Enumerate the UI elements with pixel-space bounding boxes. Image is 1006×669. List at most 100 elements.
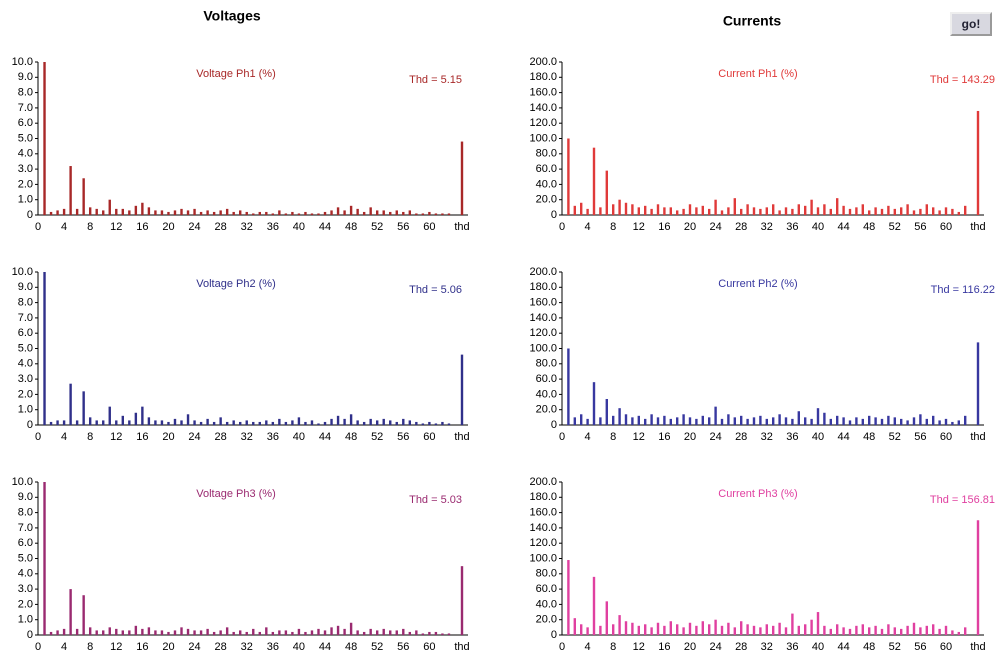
bar bbox=[75, 208, 79, 215]
bar bbox=[441, 213, 444, 215]
x-tick-label: 4 bbox=[585, 641, 591, 653]
bar bbox=[376, 420, 379, 425]
bar bbox=[644, 624, 647, 635]
x-tick-label: thd bbox=[454, 641, 469, 653]
bar bbox=[102, 420, 105, 425]
y-tick-label: 1.0 bbox=[18, 614, 33, 626]
bar bbox=[62, 208, 66, 215]
bar bbox=[887, 205, 890, 215]
bar bbox=[304, 211, 307, 215]
bar bbox=[369, 628, 372, 635]
bar bbox=[193, 208, 196, 215]
bar bbox=[957, 211, 960, 215]
bar bbox=[134, 625, 138, 635]
y-tick-label: 160.0 bbox=[529, 87, 557, 99]
bar bbox=[778, 414, 781, 425]
y-tick-label: 6.0 bbox=[18, 117, 33, 129]
y-tick-label: 7.0 bbox=[18, 102, 33, 114]
bar bbox=[349, 205, 353, 215]
bar bbox=[323, 211, 327, 215]
x-tick-label: 52 bbox=[371, 221, 383, 233]
bar bbox=[893, 627, 896, 635]
bar bbox=[912, 417, 916, 425]
x-tick-label: 44 bbox=[319, 431, 331, 443]
y-tick-label: 5.0 bbox=[18, 342, 33, 354]
y-tick-label: 20.0 bbox=[536, 194, 557, 206]
bar bbox=[271, 631, 275, 635]
bar bbox=[180, 208, 183, 215]
bar bbox=[252, 213, 255, 215]
bar bbox=[310, 630, 314, 635]
x-tick-label: 20 bbox=[162, 641, 174, 653]
bar bbox=[573, 205, 576, 215]
bar bbox=[810, 199, 813, 215]
bar bbox=[271, 213, 275, 215]
bar bbox=[727, 207, 730, 215]
bar bbox=[382, 210, 385, 215]
bar bbox=[637, 625, 640, 635]
bar bbox=[121, 415, 124, 425]
bar bbox=[746, 204, 749, 215]
y-tick-label: 1.0 bbox=[18, 404, 33, 416]
bar bbox=[284, 421, 288, 425]
bar bbox=[676, 417, 679, 425]
bar bbox=[330, 210, 333, 215]
x-tick-label: 48 bbox=[345, 431, 357, 443]
y-tick-label: 7.0 bbox=[18, 312, 33, 324]
bar bbox=[599, 417, 602, 425]
bar bbox=[906, 625, 909, 635]
bar bbox=[842, 205, 845, 215]
bar bbox=[855, 625, 858, 635]
bar bbox=[938, 420, 941, 425]
thd-annotation: Thd = 156.81 bbox=[930, 494, 995, 506]
bar bbox=[441, 633, 444, 635]
bar bbox=[82, 178, 85, 215]
bar bbox=[829, 628, 832, 635]
bar bbox=[343, 210, 346, 215]
x-tick-label: thd bbox=[970, 641, 985, 653]
x-tick-label: 4 bbox=[61, 641, 67, 653]
bar bbox=[128, 630, 131, 635]
bar bbox=[861, 204, 864, 215]
y-tick-label: 10.0 bbox=[12, 266, 33, 278]
bar bbox=[669, 418, 672, 425]
x-tick-label: 28 bbox=[215, 221, 227, 233]
bar bbox=[874, 625, 877, 635]
bar bbox=[428, 211, 431, 215]
bar bbox=[772, 204, 775, 215]
bar bbox=[297, 417, 301, 425]
y-tick-label: 6.0 bbox=[18, 537, 33, 549]
bar bbox=[778, 622, 781, 635]
y-tick-label: 0 bbox=[27, 629, 33, 641]
bar bbox=[232, 211, 235, 215]
x-tick-label: 0 bbox=[35, 431, 41, 443]
x-tick-label: 56 bbox=[914, 641, 926, 653]
bar bbox=[887, 415, 890, 425]
bar bbox=[644, 205, 647, 215]
go-button[interactable]: go! bbox=[950, 12, 992, 36]
y-tick-label: 200.0 bbox=[529, 476, 557, 488]
y-tick-label: 60.0 bbox=[536, 373, 557, 385]
chart-title: Current Ph2 (%) bbox=[718, 278, 797, 290]
x-tick-label: thd bbox=[454, 221, 469, 233]
y-tick-label: 2.0 bbox=[18, 178, 33, 190]
bar bbox=[69, 166, 72, 215]
bar bbox=[56, 210, 59, 215]
bar bbox=[573, 618, 576, 635]
y-tick-label: 40.0 bbox=[536, 178, 557, 190]
bar bbox=[95, 420, 98, 425]
x-tick-label: 16 bbox=[658, 221, 670, 233]
y-tick-label: 20.0 bbox=[536, 614, 557, 626]
x-tick-label: 0 bbox=[559, 641, 565, 653]
bar bbox=[631, 622, 634, 635]
x-tick-label: 24 bbox=[188, 641, 200, 653]
bar bbox=[95, 630, 98, 635]
bar bbox=[297, 628, 301, 635]
bar bbox=[167, 211, 170, 215]
bar bbox=[402, 211, 405, 215]
x-tick-label: 56 bbox=[914, 431, 926, 443]
bar bbox=[428, 631, 431, 635]
bar bbox=[682, 208, 685, 215]
bar bbox=[810, 418, 813, 425]
x-tick-label: 16 bbox=[136, 221, 148, 233]
